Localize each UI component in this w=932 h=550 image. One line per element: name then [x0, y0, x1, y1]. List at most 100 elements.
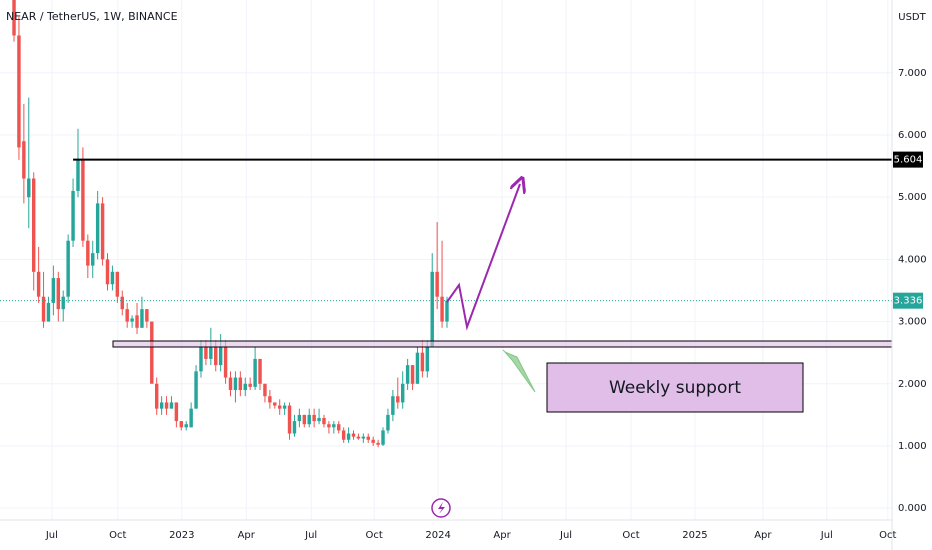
candle-body — [233, 377, 238, 390]
candle-body — [327, 424, 331, 428]
y-tick-label: 1.000 — [898, 441, 927, 452]
x-tick-label: Apr — [238, 530, 256, 541]
chart-title: NEAR / TetherUS, 1W, BINANCE — [6, 10, 178, 23]
candle-body — [209, 346, 213, 359]
candle-body — [56, 278, 61, 310]
candle-body — [361, 436, 366, 439]
candle-body — [115, 271, 120, 297]
y-tick-label: 4.000 — [898, 254, 927, 265]
candle-body — [381, 430, 385, 445]
event-icon — [431, 498, 451, 518]
candle-body — [125, 309, 129, 322]
candle-body — [135, 315, 139, 328]
candle-body — [91, 253, 95, 266]
candle-body — [31, 178, 36, 272]
candle-body — [174, 402, 179, 422]
candle-body — [322, 417, 326, 425]
candle-body — [302, 414, 307, 425]
y-tick-label: 0.000 — [898, 503, 927, 514]
candle-body — [317, 417, 321, 422]
candle-body — [410, 365, 415, 384]
candle-body — [400, 383, 405, 403]
candle-body — [100, 203, 105, 260]
candle-body — [337, 424, 341, 431]
candle-body — [199, 346, 203, 372]
candle-body — [228, 377, 233, 390]
candle-body — [420, 352, 425, 372]
candle-body — [415, 352, 420, 384]
candle-body — [243, 383, 247, 390]
candle-body — [282, 405, 287, 409]
candle-body — [159, 402, 164, 409]
candle-body — [66, 240, 70, 297]
candle-body — [61, 296, 65, 310]
x-tick-label: Oct — [109, 530, 126, 541]
price-label-bg — [893, 292, 923, 309]
candle-body — [51, 278, 56, 303]
candle-body — [145, 309, 149, 322]
candle-body — [12, 0, 16, 36]
x-tick-label: Jul — [304, 530, 317, 541]
candle-body — [238, 377, 243, 390]
candle-body — [140, 309, 144, 328]
x-tick-label: Apr — [754, 530, 772, 541]
candle-body — [86, 240, 90, 266]
candle-body — [341, 430, 346, 440]
candle-body — [440, 296, 444, 322]
candle-body — [268, 396, 272, 403]
candle-body — [27, 178, 31, 198]
y-tick-label: 7.000 — [898, 68, 927, 79]
candle-body — [184, 424, 188, 428]
annotation-box — [546, 362, 804, 413]
candle-body — [351, 433, 356, 437]
x-tick-label: 2024 — [425, 530, 450, 541]
candle-body — [95, 203, 100, 254]
candle-body — [366, 436, 370, 440]
candle-body — [307, 414, 311, 425]
candle-body — [273, 402, 277, 406]
x-tick-label: Oct — [622, 530, 639, 541]
x-tick-label: Jul — [559, 530, 572, 541]
candle-body — [346, 433, 351, 440]
candle-body — [253, 358, 257, 387]
candle-body — [223, 346, 228, 378]
candle-body — [110, 271, 115, 285]
candle-body — [17, 35, 21, 148]
x-tick-label: Jul — [820, 530, 833, 541]
candle-body — [312, 414, 316, 422]
x-tick-label: Oct — [366, 530, 383, 541]
candle-body — [376, 442, 380, 445]
level-label: 5.604 — [894, 155, 923, 166]
y-axis-label: USDT — [898, 12, 926, 23]
x-tick-label: Jul — [45, 530, 58, 541]
candle-body — [356, 436, 361, 439]
candle-body — [22, 141, 26, 179]
projection-arrow — [446, 184, 520, 331]
candle-body — [292, 421, 297, 434]
candle-body — [120, 296, 124, 310]
annotation-text: Weekly support — [609, 378, 741, 398]
candle-body — [277, 405, 282, 409]
candle-body — [391, 396, 395, 415]
candle-body — [248, 383, 252, 387]
x-tick-label: 2023 — [169, 530, 194, 541]
y-tick-label: 5.000 — [898, 192, 927, 203]
candle-body — [164, 402, 169, 409]
support-arrow — [502, 349, 536, 393]
candle-body — [179, 421, 184, 428]
x-tick-label: Apr — [493, 530, 511, 541]
candle-body — [169, 402, 174, 409]
candle-body — [105, 259, 110, 285]
candle-body — [386, 414, 390, 431]
candle-body — [150, 321, 154, 384]
candle-body — [154, 383, 159, 409]
candle-body — [405, 365, 410, 384]
candle-body — [396, 396, 400, 403]
candle-body — [371, 439, 375, 443]
x-tick-label: 2025 — [682, 530, 707, 541]
candle-body — [287, 405, 292, 434]
candle-body — [36, 271, 41, 297]
support-zone — [112, 340, 892, 348]
candle-body — [430, 271, 434, 347]
